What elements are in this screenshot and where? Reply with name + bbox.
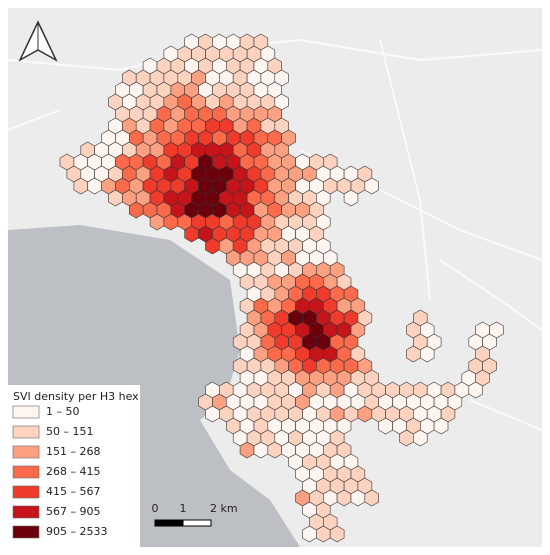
hex: [329, 525, 345, 543]
scale-label: 1: [180, 502, 187, 515]
hex: [412, 429, 428, 447]
legend-label: 567 – 905: [46, 505, 100, 518]
legend-swatch: [12, 465, 40, 479]
legend-swatch: [12, 505, 40, 519]
legend-swatch: [12, 485, 40, 499]
road: [7, 109, 61, 131]
legend-swatch: [12, 425, 40, 439]
legend-label: 151 – 268: [46, 445, 100, 458]
legend-label: 50 – 151: [46, 425, 94, 438]
hex-layer: [59, 33, 504, 543]
legend-title: SVI density per H3 hex: [13, 390, 139, 403]
scale-bar-segment: [154, 519, 184, 527]
road: [379, 39, 431, 301]
legend-swatch: [12, 405, 40, 419]
legend-label: 1 – 50: [46, 405, 80, 418]
scale-label: 2 km: [210, 502, 238, 515]
legend-swatch: [12, 525, 40, 539]
scale-label: 0: [152, 502, 159, 515]
legend-label: 905 – 2533: [46, 525, 107, 538]
legend: SVI density per H3 hex 1 – 50 50 – 151 151…: [8, 385, 140, 547]
legend-label: 415 – 567: [46, 485, 100, 498]
hex: [364, 177, 380, 195]
road: [469, 399, 543, 431]
scale-bar: 0 1 2 km: [152, 502, 238, 527]
hex: [468, 381, 483, 399]
legend-label: 268 – 415: [46, 465, 100, 478]
legend-swatch: [12, 445, 40, 459]
road: [439, 259, 543, 331]
hex: [419, 345, 435, 363]
hex: [343, 189, 359, 207]
scale-bar-segment: [182, 519, 212, 527]
hex: [433, 417, 449, 435]
north-arrow: [18, 20, 58, 62]
hex: [364, 489, 380, 507]
